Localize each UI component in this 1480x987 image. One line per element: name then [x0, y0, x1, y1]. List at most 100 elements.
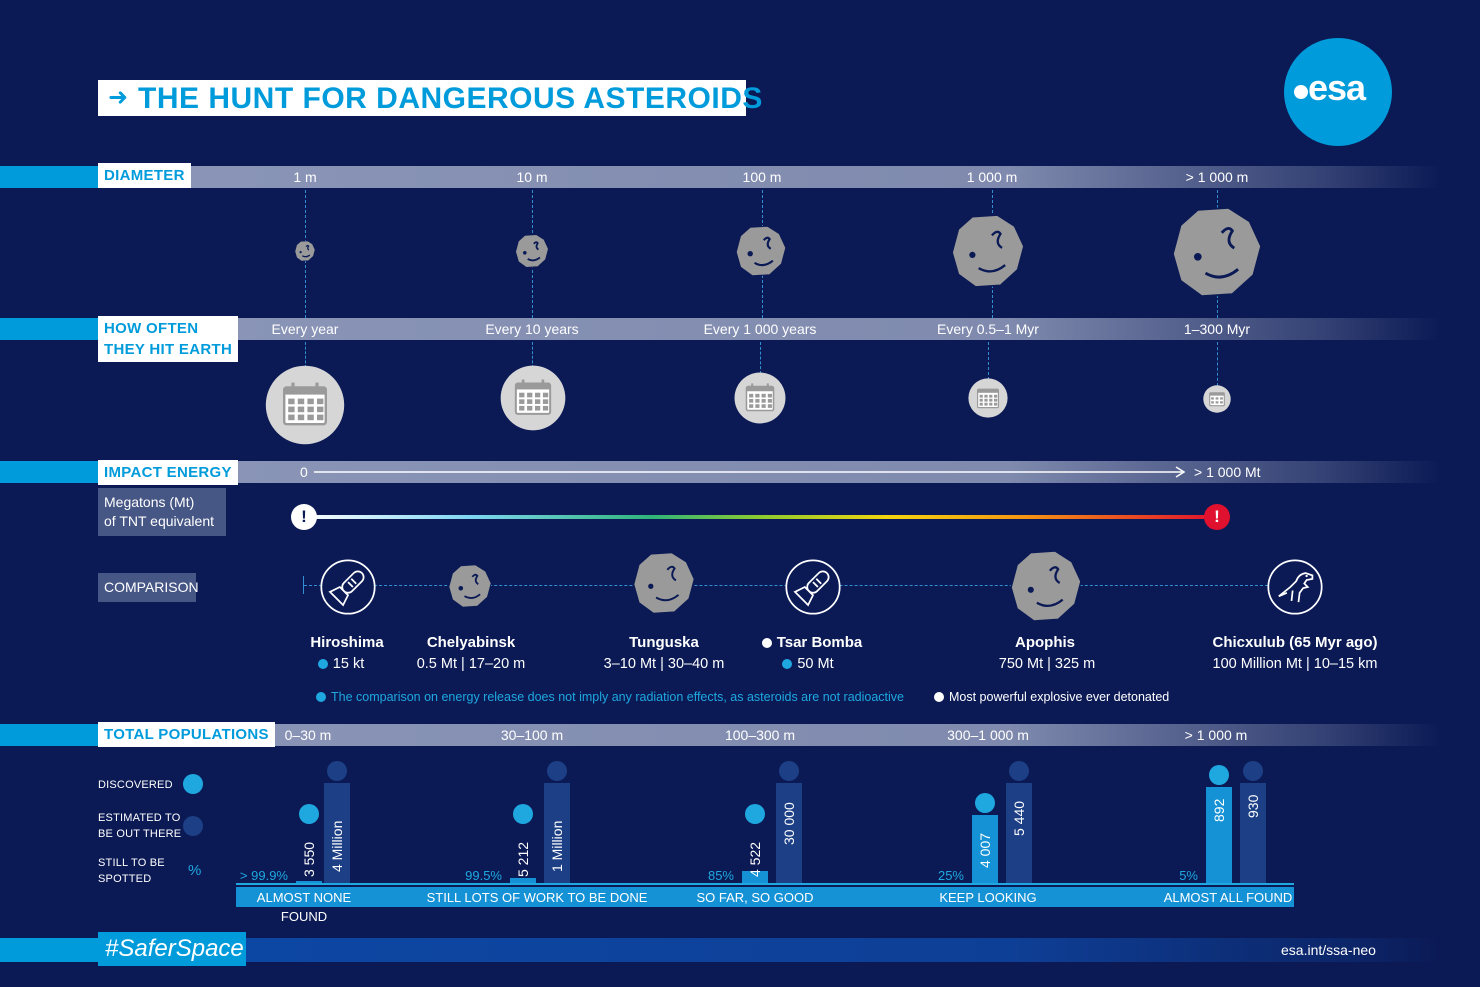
warning-high-icon: !	[1204, 504, 1230, 530]
asteroid-10m-icon	[514, 233, 550, 269]
dash-line	[305, 342, 306, 368]
chelyabinsk-name: Chelyabinsk	[426, 634, 516, 651]
asteroid-1m-icon	[294, 240, 316, 262]
radiation-note-row: The comparison on energy release does no…	[316, 690, 904, 704]
population-range-0: 0–30 m	[284, 727, 332, 743]
frequency-band-edge	[0, 318, 98, 340]
diameter-over-1000m: > 1 000 m	[1185, 169, 1249, 185]
estimated-bar	[324, 783, 350, 883]
calendar-icon	[265, 365, 345, 445]
status-lots-of-work: STILL LOTS OF WORK TO BE DONE	[426, 890, 648, 905]
chicxulub-dinosaur-icon	[1267, 559, 1323, 615]
frequency-1-300-myr: 1–300 Myr	[1183, 321, 1251, 337]
hashtag-box: #SaferSpace	[98, 932, 246, 966]
calendar-icon	[500, 365, 566, 431]
calendar-icon	[734, 372, 786, 424]
footer-url[interactable]: esa.int/ssa-neo	[1281, 942, 1376, 958]
comparison-label: COMPARISON	[98, 573, 199, 602]
calendar-icon	[1203, 385, 1231, 413]
still-to-spot-percent: 85%	[707, 868, 734, 883]
esa-logo-text: esa	[1308, 67, 1366, 108]
frequency-label: HOW OFTEN THEY HIT EARTH	[98, 316, 239, 362]
estimated-value: 1 Million	[549, 820, 565, 872]
energy-start-label: 0	[300, 464, 308, 480]
discovered-asteroid-icon	[513, 804, 533, 824]
estimated-asteroid-icon	[1009, 761, 1029, 781]
estimated-value: 930	[1245, 794, 1261, 818]
discovered-bar	[742, 871, 768, 883]
apophis-value: 750 Mt | 325 m	[998, 656, 1096, 672]
estimated-asteroid-icon	[1243, 761, 1263, 781]
chicxulub-name: Chicxulub (65 Myr ago)	[1212, 634, 1378, 651]
discovered-value: 4 007	[977, 832, 993, 868]
population-range-4: > 1 000 m	[1184, 727, 1248, 743]
status-almost-none: ALMOST NONE FOUND	[256, 890, 352, 924]
legend-estimated-line1: ESTIMATED TO	[98, 812, 181, 824]
discovered-value: 892	[1211, 798, 1227, 822]
discovered-asteroid-icon	[745, 804, 765, 824]
hiroshima-value-row: 15 kt	[221, 656, 461, 672]
chelyabinsk-asteroid-icon	[448, 564, 492, 608]
hiroshima-bomb-icon	[320, 559, 376, 615]
legend-discovered-icon	[183, 774, 203, 794]
hiroshima-name: Hiroshima	[310, 634, 384, 651]
tsar-bomba-value: 50 Mt	[797, 656, 834, 672]
diameter-10m: 10 m	[516, 169, 548, 185]
diameter-1000m: 1 000 m	[966, 169, 1018, 185]
diameter-100m: 100 m	[742, 169, 782, 185]
hashtag: #SaferSpace	[105, 935, 244, 962]
still-to-spot-percent: 25%	[937, 868, 964, 883]
estimated-asteroid-icon	[779, 761, 799, 781]
legend-percent-symbol: %	[188, 862, 202, 879]
title-box: ➜ THE HUNT FOR DANGEROUS ASTEROIDS	[98, 80, 762, 116]
estimated-value: 4 Million	[329, 820, 345, 872]
tunguska-name: Tunguska	[629, 634, 699, 651]
population-range-3: 300–1 000 m	[947, 727, 1029, 743]
diameter-label: DIAMETER	[98, 163, 191, 188]
status-so-far-good: SO FAR, SO GOOD	[696, 890, 814, 905]
comparison-tick	[303, 576, 304, 594]
esa-logo: esa	[1284, 38, 1392, 146]
legend-discovered: DISCOVERED	[98, 779, 173, 791]
diameter-band-edge	[0, 166, 98, 188]
still-to-spot-percent: > 99.9%	[239, 868, 288, 883]
legend-still: STILL TO BE SPOTTED	[98, 855, 165, 887]
discovered-bar	[510, 878, 536, 883]
star-dot-icon	[761, 638, 772, 648]
info-dot-icon	[782, 659, 793, 669]
estimated-bar	[1006, 783, 1032, 883]
discovered-bar	[972, 815, 998, 883]
populations-band	[0, 724, 1440, 746]
frequency-every-1000-years: Every 1 000 years	[703, 321, 817, 337]
apophis-name: Apophis	[1015, 634, 1075, 651]
chelyabinsk-value: 0.5 Mt | 17–20 m	[416, 656, 526, 672]
esa-logo-dot-icon	[1294, 85, 1308, 99]
frequency-label-line1: HOW OFTEN	[104, 320, 199, 337]
calendar-icon	[968, 378, 1008, 418]
energy-unit-box: Megatons (Mt) of TNT equivalent	[98, 488, 226, 536]
tunguska-asteroid-icon	[632, 551, 696, 615]
diameter-band	[0, 166, 1440, 188]
dash-line	[532, 342, 533, 368]
energy-end-label: > 1 000 Mt	[1194, 464, 1261, 480]
footer-band-edge	[0, 938, 98, 962]
energy-arrow	[314, 466, 1186, 478]
energy-gradient-bar	[304, 515, 1218, 519]
radiation-note: The comparison on energy release does no…	[331, 690, 905, 704]
legend-estimated-icon	[183, 816, 203, 836]
discovered-bar	[296, 881, 322, 883]
estimated-bar	[1240, 783, 1266, 883]
energy-unit-line2: of TNT equivalent	[104, 513, 214, 529]
status-strip	[236, 887, 1294, 907]
populations-label: TOTAL POPULATIONS	[98, 722, 275, 747]
population-range-1: 30–100 m	[500, 727, 564, 743]
frequency-every-year: Every year	[271, 321, 339, 337]
population-baseline	[236, 883, 1294, 885]
dash-line	[760, 342, 761, 374]
legend-still-line2: SPOTTED	[98, 873, 152, 885]
status-keep-looking: KEEP LOOKING	[939, 890, 1037, 905]
asteroid-100m-icon	[735, 225, 787, 277]
frequency-every-myr: Every 0.5–1 Myr	[937, 321, 1039, 337]
dash-line	[988, 342, 989, 380]
